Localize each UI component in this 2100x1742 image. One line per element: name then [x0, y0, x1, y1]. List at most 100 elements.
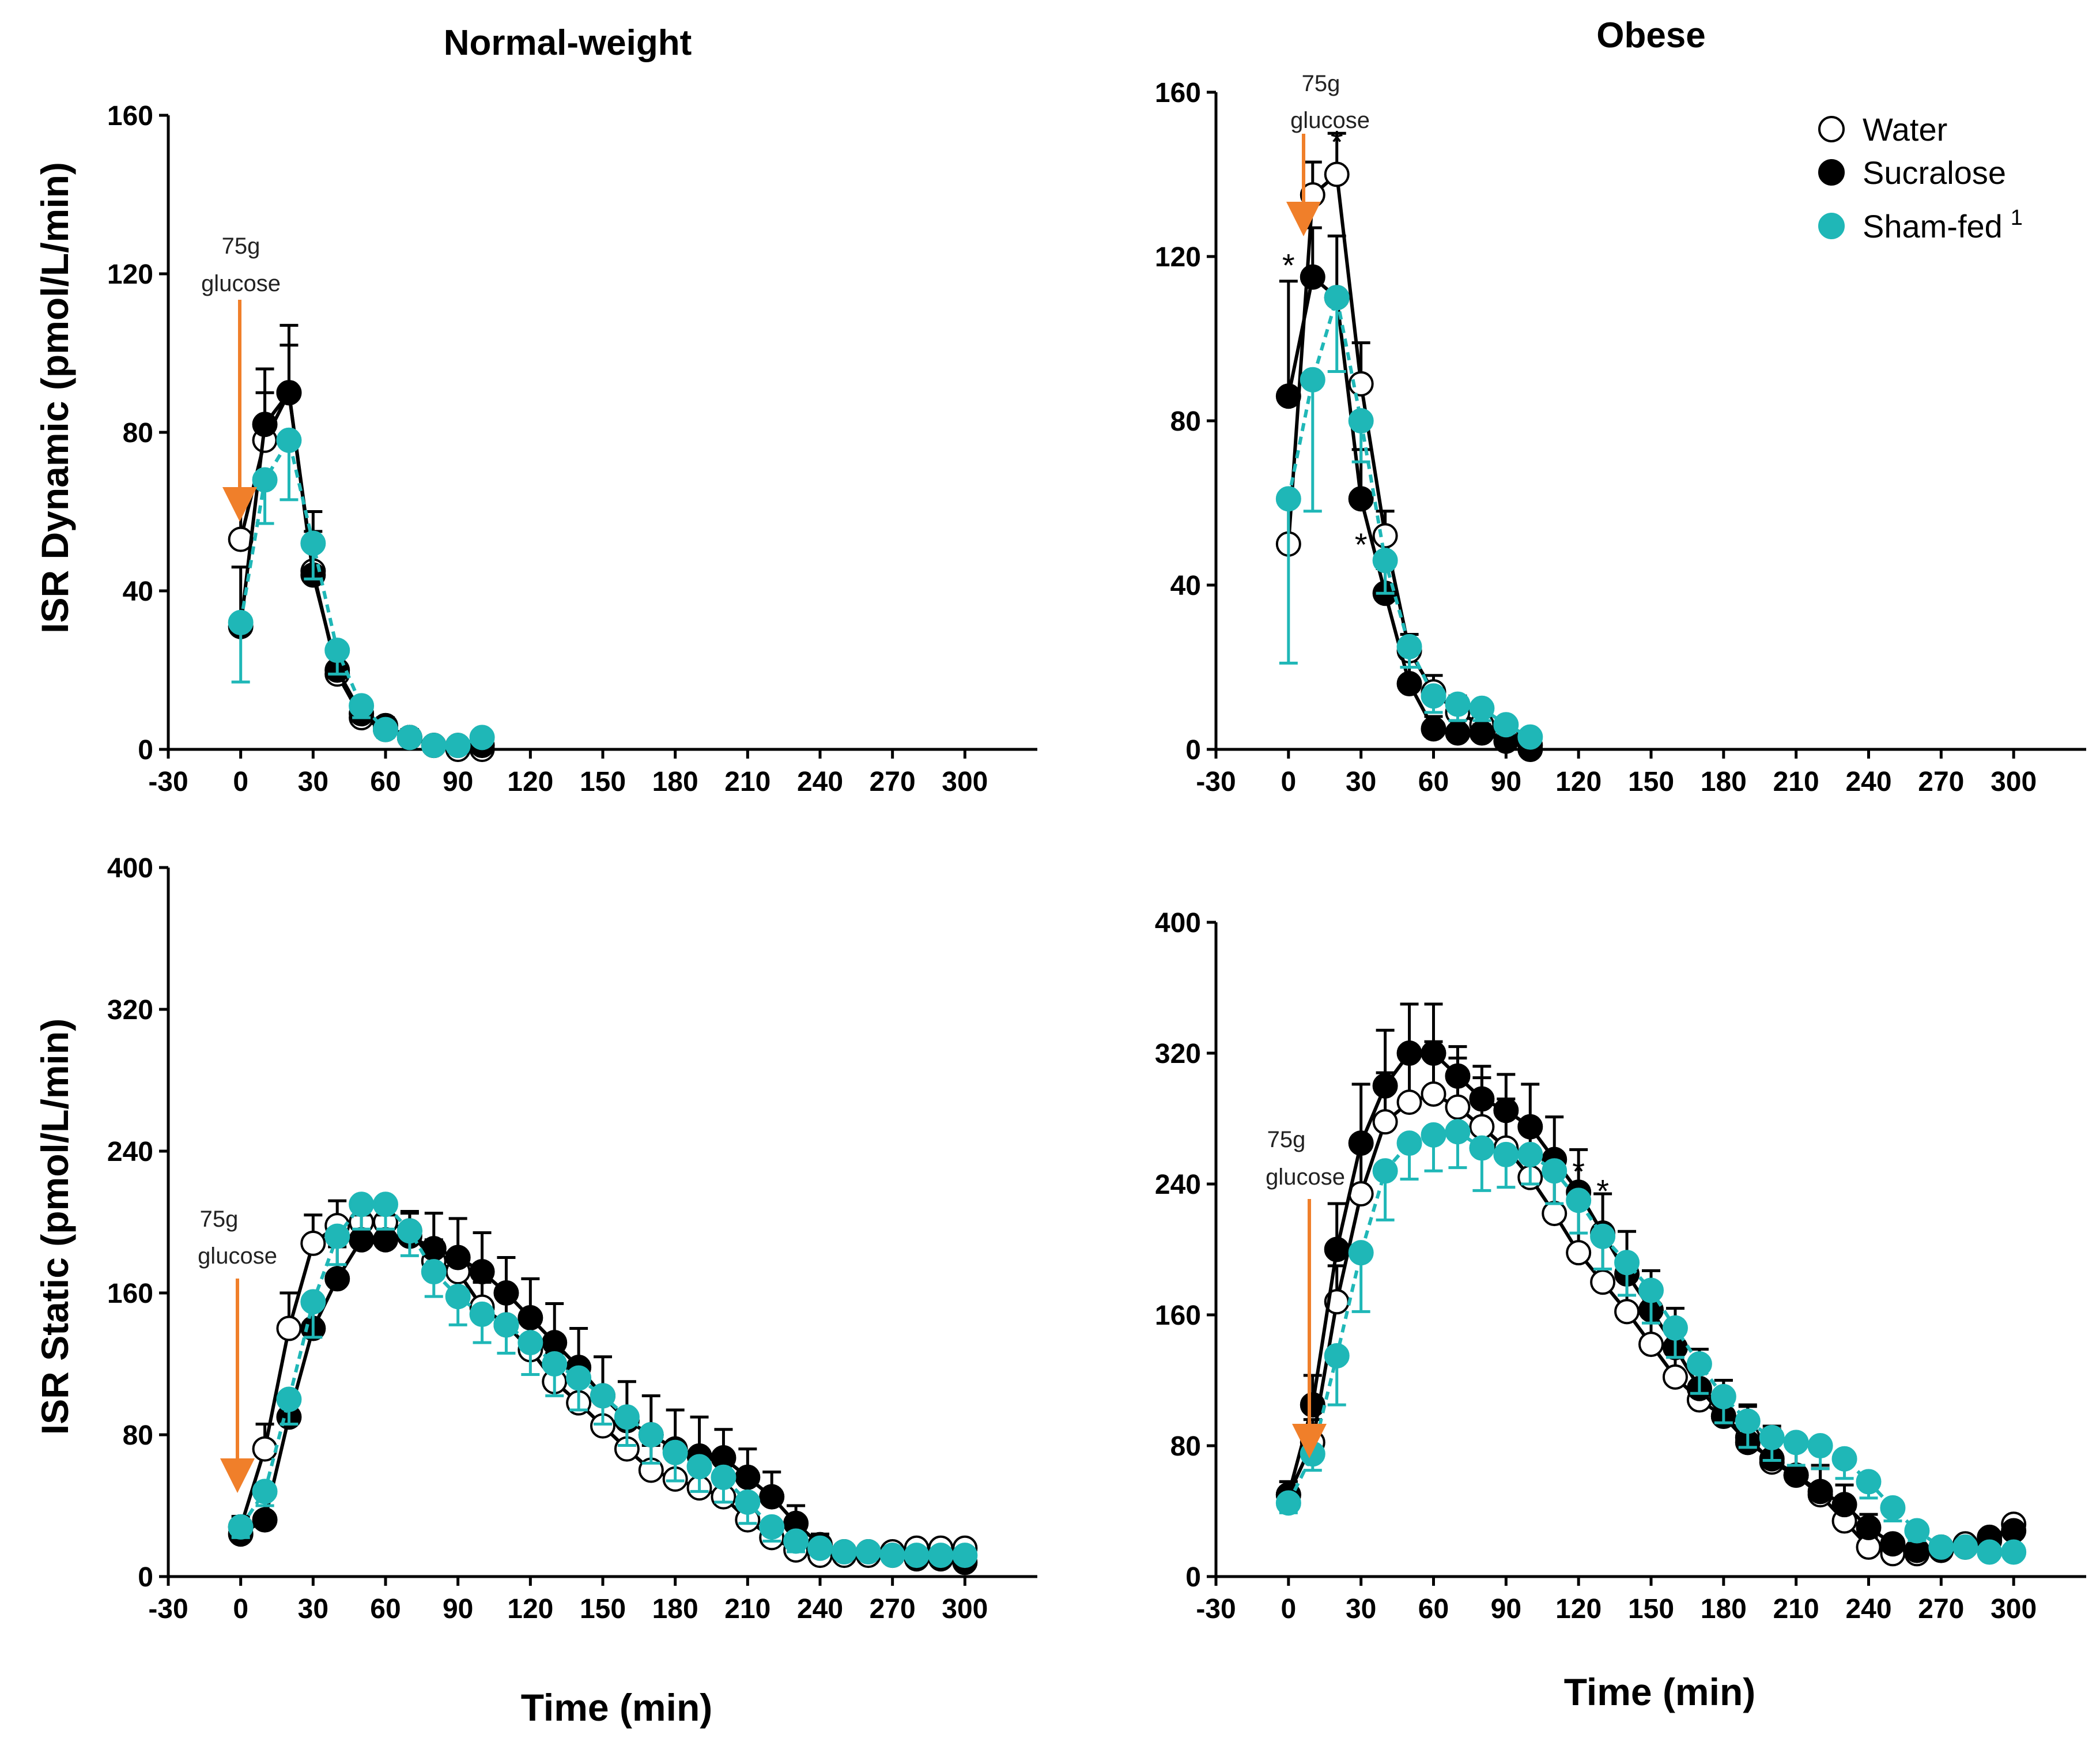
x-tick-label: 150 — [580, 1594, 626, 1624]
data-point-water — [1566, 1240, 1592, 1266]
data-point-sham — [1421, 683, 1446, 709]
data-point-sucralose — [1348, 486, 1374, 512]
x-tick-label: 300 — [942, 1594, 988, 1624]
data-point-sham — [1275, 1490, 1301, 1516]
data-point-sucralose — [1469, 1086, 1495, 1112]
legend-label-sham: Sham-fed 1 — [1863, 206, 2023, 244]
x-tick-label: 60 — [370, 1594, 401, 1624]
x-tick-label: -30 — [148, 767, 188, 797]
annotation-glucose: glucose — [201, 271, 281, 296]
y-tick-label: 320 — [1155, 1039, 1201, 1069]
data-point-sham — [324, 638, 350, 663]
data-point-sham — [686, 1454, 712, 1480]
y-tick-label: 80 — [1170, 1431, 1201, 1462]
data-point-sham — [879, 1543, 905, 1568]
data-point-sucralose — [493, 1280, 519, 1306]
data-point-sham — [518, 1330, 543, 1356]
y-tick-label: 120 — [1155, 242, 1201, 273]
x-tick-label: 210 — [1773, 1594, 1819, 1624]
data-point-sham — [1904, 1518, 1930, 1544]
y-tick-label: 160 — [107, 101, 153, 131]
data-point-water — [1590, 1269, 1616, 1295]
data-point-water — [1324, 161, 1350, 187]
series-sucralose — [1275, 226, 1543, 762]
x-tick-label: 30 — [298, 767, 328, 797]
annotation-glucose: glucose — [1290, 108, 1370, 133]
y-tick-label: 80 — [123, 1420, 153, 1451]
data-point-sham — [1493, 712, 1519, 738]
x-tick-label: 270 — [870, 1594, 916, 1624]
data-point-sham — [1396, 1130, 1422, 1156]
data-point-sham — [493, 1312, 519, 1338]
y-tick-label: 0 — [138, 735, 153, 766]
significance-star: * — [1355, 526, 1368, 563]
y-tick-label: 0 — [1185, 1562, 1201, 1593]
data-point-sham — [373, 1192, 398, 1217]
y-tick-label: 0 — [138, 1562, 153, 1593]
data-point-water — [1445, 1094, 1471, 1120]
x-tick-label: 0 — [233, 767, 248, 797]
data-point-sham — [421, 1259, 447, 1285]
data-point-sucralose — [1300, 1392, 1325, 1418]
data-point-sucralose — [759, 1484, 785, 1510]
data-point-sham — [1445, 691, 1471, 717]
x-tick-label: 210 — [724, 767, 770, 797]
legend-label-sucralose: Sucralose — [1863, 154, 2006, 191]
x-tick-label: 120 — [507, 1594, 553, 1624]
y-tick-label: 80 — [123, 418, 153, 448]
x-tick-label: 90 — [443, 1594, 473, 1624]
data-point-sucralose — [1421, 1040, 1446, 1066]
data-point-sham — [1590, 1223, 1616, 1249]
x-tick-label: 150 — [580, 767, 626, 797]
data-point-sham — [1372, 548, 1398, 574]
data-point-sucralose — [252, 1507, 278, 1533]
legend-label-sham-text: Sham-fed — [1863, 208, 2003, 244]
x-tick-label: 270 — [1918, 1594, 1964, 1624]
x-tick-label: 180 — [652, 1594, 698, 1624]
x-tick-label: 150 — [1628, 1594, 1674, 1624]
data-point-water — [276, 1315, 302, 1341]
y-tick-label: 0 — [1185, 735, 1201, 766]
annotation-75g: 75g — [222, 233, 260, 259]
series-line — [239, 388, 482, 748]
y-tick-label: 400 — [1155, 908, 1201, 938]
x-tick-label: 300 — [1991, 767, 2037, 797]
data-point-sham — [445, 1284, 471, 1310]
data-point-sham — [300, 1289, 326, 1315]
annotation-75g: 75g — [200, 1206, 239, 1232]
data-point-sham — [1638, 1277, 1664, 1303]
data-point-sucralose — [518, 1305, 543, 1331]
data-point-sham — [662, 1439, 688, 1465]
x-tick-label: -30 — [1196, 767, 1236, 797]
data-point-sucralose — [1324, 1236, 1350, 1262]
x-tick-label: -30 — [148, 1594, 188, 1624]
x-tick-label: 270 — [870, 767, 916, 797]
legend-label-sham-superscript: 1 — [2011, 206, 2023, 230]
data-point-sucralose — [1396, 671, 1422, 696]
data-point-sucralose — [349, 1227, 375, 1253]
data-point-water — [1638, 1332, 1664, 1358]
legend-marker-water — [1818, 116, 1845, 142]
legend-marker-sucralose — [1818, 159, 1845, 186]
series-sham — [1275, 285, 1543, 750]
data-point-sham — [1686, 1351, 1712, 1377]
data-point-sham — [1880, 1495, 1906, 1521]
data-point-sham — [1396, 634, 1422, 659]
data-point-sham — [324, 1223, 350, 1249]
data-point-sham — [1348, 1240, 1374, 1266]
x-axis-title-normal-weight: Time (min) — [521, 1686, 712, 1729]
data-point-sham — [614, 1404, 640, 1430]
data-point-sham — [590, 1383, 615, 1409]
data-point-sham — [1469, 695, 1495, 721]
data-point-sham — [1952, 1534, 1978, 1560]
significance-star: * — [1331, 124, 1343, 160]
data-point-sham — [1759, 1424, 1785, 1450]
x-tick-label: 120 — [1555, 1594, 1602, 1624]
series-sham — [1275, 1119, 2027, 1565]
data-point-sham — [252, 1479, 278, 1505]
y-tick-label: 160 — [1155, 78, 1201, 108]
x-tick-label: 300 — [1991, 1594, 2037, 1624]
